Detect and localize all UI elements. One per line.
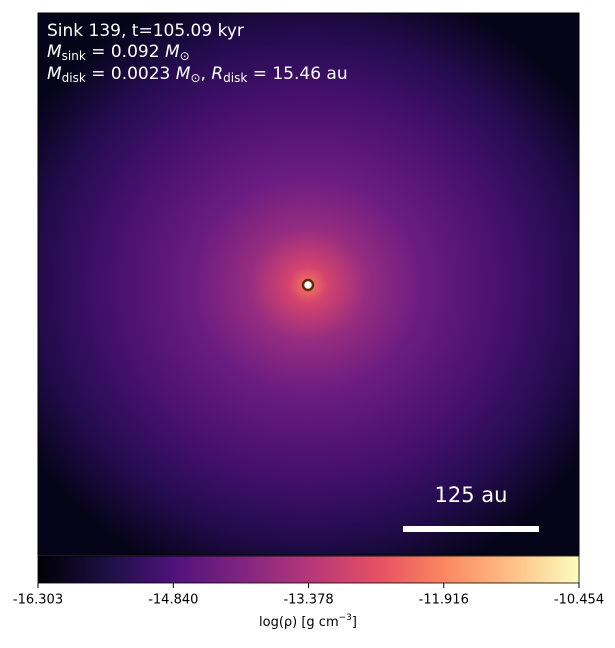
colorbar (37, 555, 580, 584)
colorbar-tick-label: -10.454 (554, 593, 604, 608)
colorbar-label: log(ρ) [g cm−3] (259, 613, 357, 630)
scale-bar (403, 526, 539, 532)
colorbar-tick-label: -16.303 (13, 593, 63, 608)
scale-bar-label: 125 au (435, 483, 508, 507)
annotation: Mdisk = 0.0023 M⊙, Rdisk = 15.46 au (47, 64, 348, 85)
annotation: Msink = 0.092 M⊙ (47, 42, 190, 63)
annotation: Sink 139, t=105.09 kyr (47, 21, 244, 41)
colorbar-tick-label: -14.840 (148, 593, 198, 608)
sink-marker (301, 278, 315, 292)
colorbar-tick-label: -13.378 (283, 593, 333, 608)
colorbar-tick-label: -11.916 (419, 593, 469, 608)
